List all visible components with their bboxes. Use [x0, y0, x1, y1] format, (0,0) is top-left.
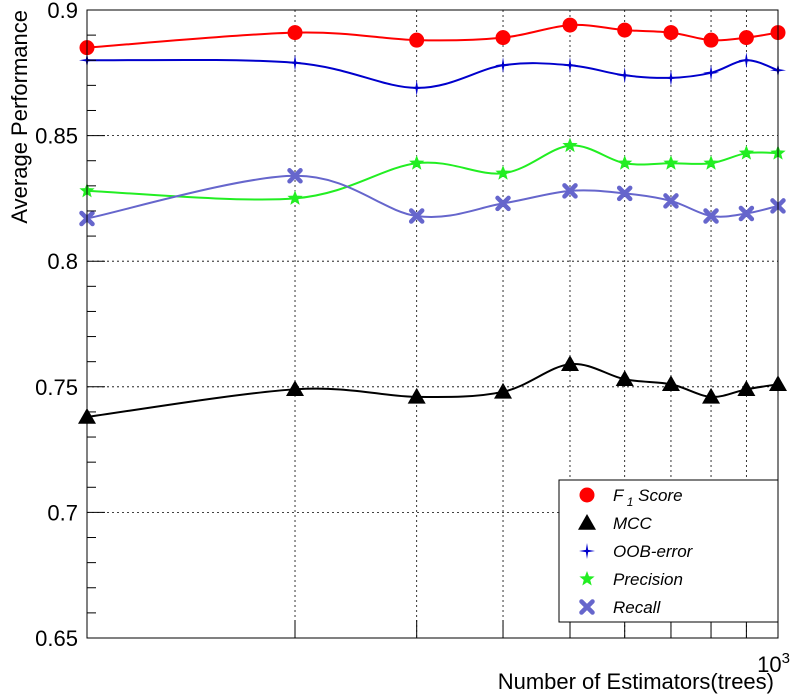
data-point-f [703, 32, 719, 48]
legend-marker-f [579, 487, 595, 503]
data-point-oob-error [703, 64, 720, 81]
legend-label-f: F 1 Score [613, 486, 683, 509]
x-axis-exponent: 103 [757, 650, 790, 677]
data-point-recall [663, 193, 679, 209]
data-point-mcc [737, 380, 756, 397]
legend-label-recall: Recall [613, 598, 661, 617]
data-point-precision [617, 155, 633, 170]
data-point-oob-error [662, 69, 679, 86]
data-point-precision [495, 165, 511, 180]
legend-label-oob-error: OOB-error [613, 542, 694, 561]
data-point-precision [562, 137, 578, 153]
data-point-mcc [560, 355, 579, 371]
legend: F 1 Score MCC OOB-error Precision Recall [558, 479, 779, 623]
data-point-recall [616, 185, 633, 202]
data-point-mcc [494, 382, 513, 399]
data-point-recall [287, 168, 303, 184]
y-tick-label: 0.75 [35, 375, 78, 400]
data-point-oob-error [408, 79, 425, 96]
data-point-precision [663, 155, 679, 170]
y-tick-label: 0.8 [47, 249, 78, 274]
data-point-oob-error [738, 52, 755, 69]
y-tick-label: 0.7 [47, 500, 78, 525]
data-point-recall [738, 205, 755, 222]
legend-marker-mcc [578, 514, 596, 530]
data-point-precision [738, 145, 754, 160]
data-point-mcc [286, 380, 305, 397]
data-point-f [738, 30, 754, 46]
data-point-f [495, 30, 511, 46]
data-point-mcc [407, 387, 426, 404]
data-point-f [562, 17, 578, 33]
data-point-recall [703, 208, 719, 224]
data-point-mcc [615, 370, 634, 387]
legend-label-precision: Precision [613, 570, 683, 589]
y-tick-label: 0.85 [35, 124, 78, 149]
data-point-f [409, 32, 425, 48]
data-point-f [663, 25, 679, 41]
data-point-recall [495, 195, 511, 212]
legend-marker-oob-error [579, 543, 595, 559]
data-point-oob-error [287, 54, 304, 71]
data-point-f [287, 25, 303, 41]
x-axis-label: Number of Estimators(trees) [498, 669, 774, 694]
x-exponent-base: 10 [757, 652, 781, 677]
data-point-mcc [661, 375, 680, 392]
axis-ticks [86, 9, 779, 639]
y-tick-labels: 0.65 0.7 0.75 0.8 0.85 0.9 [35, 0, 78, 651]
data-point-recall [562, 183, 578, 199]
data-point-oob-error [561, 57, 578, 74]
legend-label-mcc: MCC [613, 514, 652, 533]
data-point-oob-error [616, 67, 633, 84]
y-tick-label: 0.65 [35, 626, 78, 651]
data-point-mcc [702, 387, 721, 404]
data-point-precision [703, 155, 719, 170]
legend-marker-recall [579, 599, 595, 615]
x-exponent-power: 3 [782, 650, 790, 667]
data-point-recall [408, 208, 425, 224]
data-point-f [617, 22, 633, 38]
y-tick-label: 0.9 [47, 0, 78, 23]
data-point-precision [409, 155, 425, 170]
data-point-oob-error [495, 57, 512, 74]
legend-box [558, 479, 779, 623]
y-axis-label: Average Performance [7, 10, 32, 224]
plot-frame [86, 9, 779, 639]
legend-marker-precision [579, 571, 595, 586]
data-point-precision [287, 190, 303, 205]
